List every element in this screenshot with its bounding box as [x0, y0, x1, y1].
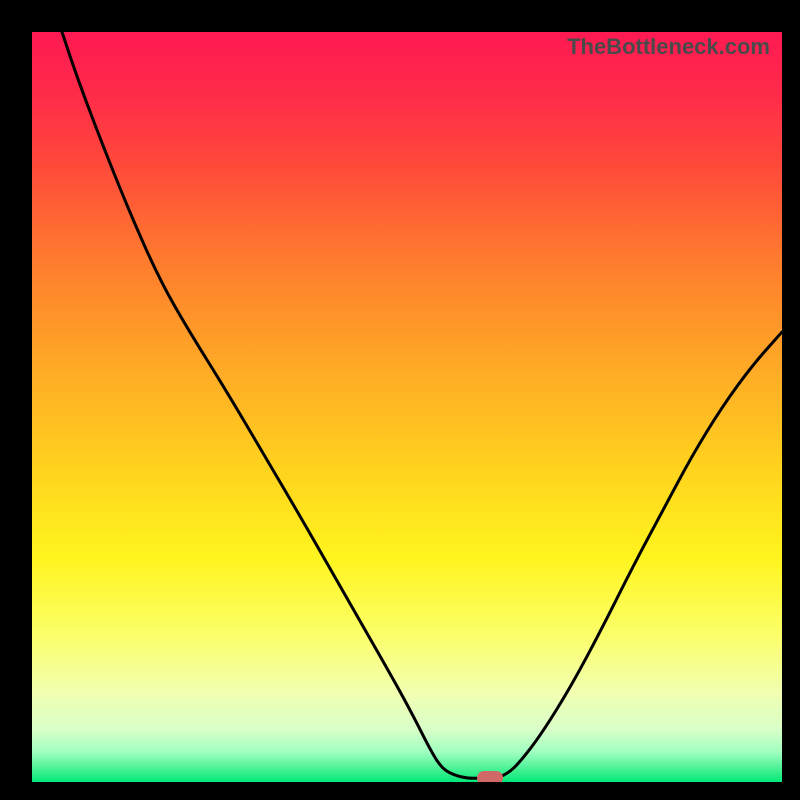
chart-container: TheBottleneck.com [0, 0, 800, 800]
gradient-background [32, 32, 782, 782]
optimum-marker [477, 771, 503, 782]
watermark-text: TheBottleneck.com [567, 34, 770, 60]
plot-area: TheBottleneck.com [32, 32, 782, 782]
